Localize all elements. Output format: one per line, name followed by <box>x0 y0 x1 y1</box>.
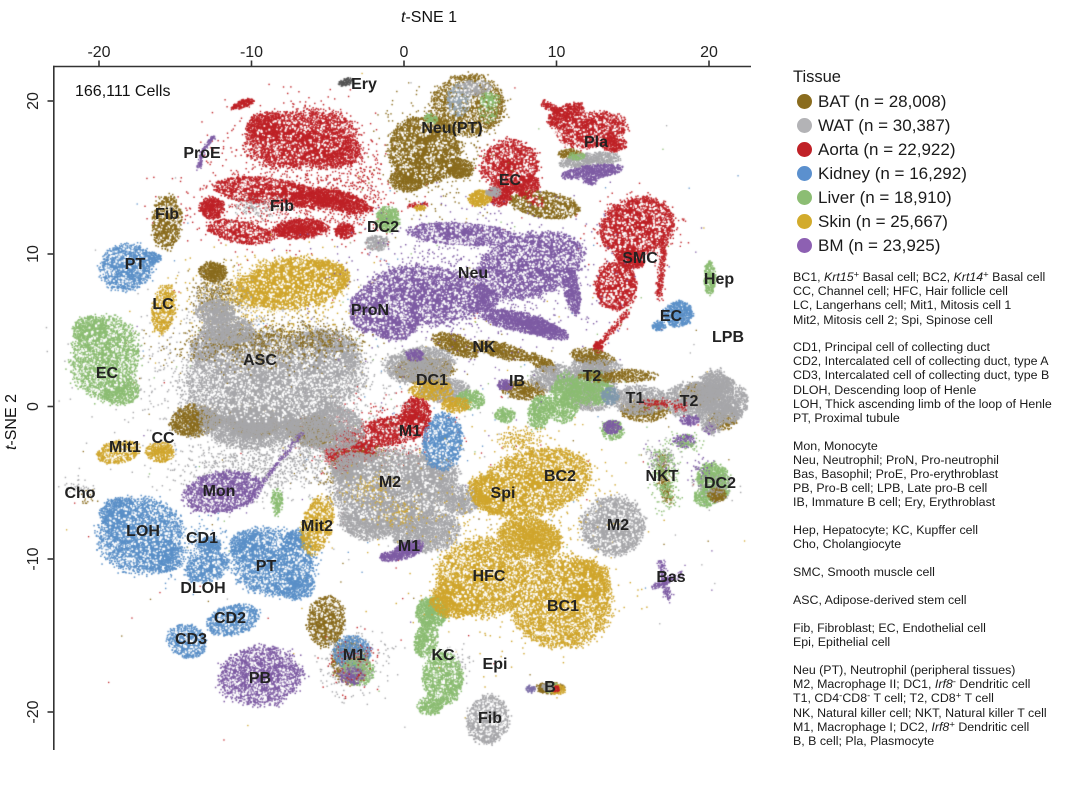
svg-text:0: 0 <box>400 44 409 61</box>
svg-text:10: 10 <box>25 245 42 263</box>
svg-text:t-SNE 1: t-SNE 1 <box>401 9 457 26</box>
svg-text:166,111 Cells: 166,111 Cells <box>75 83 170 100</box>
svg-text:-20: -20 <box>87 44 110 61</box>
svg-text:20: 20 <box>25 92 42 110</box>
svg-text:-10: -10 <box>25 547 42 570</box>
svg-text:-20: -20 <box>25 700 42 723</box>
svg-text:t-SNE 2: t-SNE 2 <box>3 394 20 450</box>
svg-text:0: 0 <box>25 402 42 411</box>
svg-text:-10: -10 <box>240 44 263 61</box>
svg-text:10: 10 <box>548 44 566 61</box>
svg-text:20: 20 <box>700 44 718 61</box>
